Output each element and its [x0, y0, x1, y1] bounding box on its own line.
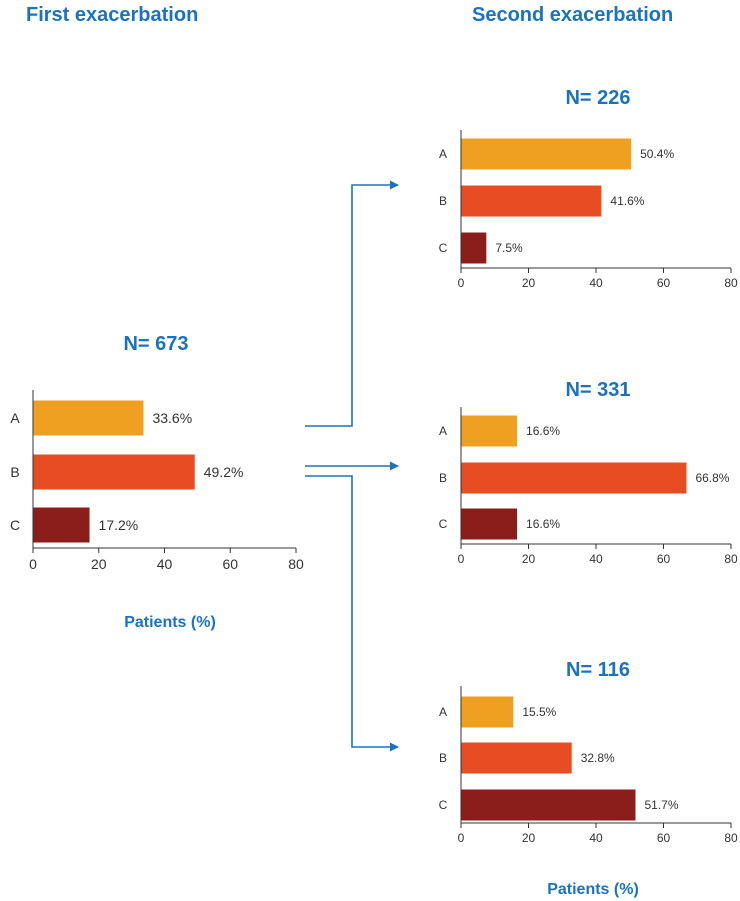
x-tick-label: 80: [288, 556, 304, 572]
bar-b: [461, 462, 687, 494]
bar-a: [461, 138, 632, 170]
data-label: 32.8%: [581, 751, 615, 765]
category-label: A: [439, 424, 447, 438]
first-exacerbation-heading: First exacerbation: [26, 4, 199, 26]
category-label: C: [439, 798, 448, 812]
x-tick-label: 20: [91, 556, 107, 572]
flow-arrow-1: [305, 180, 399, 427]
data-label: 7.5%: [495, 241, 523, 255]
bar-a: [461, 415, 518, 447]
x-tick-label: 40: [589, 276, 603, 290]
second-exacerbation-heading: Second exacerbation: [472, 4, 674, 26]
x-tick-label: 80: [724, 552, 738, 566]
bar-a: [33, 400, 144, 436]
x-tick-label: 0: [458, 831, 465, 845]
category-label: A: [439, 147, 447, 161]
bar-c: [461, 789, 636, 821]
category-label: A: [439, 705, 447, 719]
data-label: 15.5%: [522, 705, 556, 719]
bar-b: [461, 742, 572, 774]
chart-title: N= 226: [565, 87, 630, 109]
data-label: 41.6%: [610, 194, 644, 208]
data-label: 49.2%: [204, 464, 244, 480]
x-tick-label: 20: [522, 831, 536, 845]
chart-title: N= 331: [565, 379, 630, 401]
x-tick-label: 20: [522, 276, 536, 290]
bar-c: [461, 508, 518, 540]
data-label: 51.7%: [644, 798, 678, 812]
x-tick-label: 20: [522, 552, 536, 566]
data-label: 17.2%: [99, 517, 139, 533]
chart-title: N= 116: [566, 659, 630, 681]
x-axis-label: Patients (%): [547, 881, 639, 898]
bar-c: [461, 232, 487, 264]
category-label: C: [439, 517, 448, 531]
x-tick-label: 60: [657, 831, 671, 845]
category-label: A: [10, 410, 20, 426]
chart-panel-first: N= 673 A 33.6% B 49.2% C 17.2% 0 20 40 60 80 Patient…: [10, 333, 304, 631]
category-label: B: [439, 471, 447, 485]
chart-panel-second-C: N= 116 A 15.5% B 32.8% C 51.7% 0 20 40 60 80 Patient…: [439, 659, 738, 898]
x-tick-label: 0: [458, 552, 465, 566]
bar-b: [461, 185, 602, 217]
x-tick-label: 80: [724, 276, 738, 290]
bar-a: [461, 696, 514, 728]
flow-arrow-3: [305, 475, 399, 752]
x-tick-label: 40: [157, 556, 173, 572]
x-tick-label: 40: [589, 552, 603, 566]
category-label: C: [439, 241, 448, 255]
category-label: B: [439, 751, 447, 765]
x-tick-label: 60: [657, 552, 671, 566]
chart-panel-second-B: N= 331 A 16.6% B 66.8% C 16.6% 0 20 40 60 80: [439, 379, 738, 566]
x-tick-label: 80: [724, 831, 738, 845]
data-label: 33.6%: [152, 410, 192, 426]
bar-b: [33, 454, 195, 490]
x-tick-label: 60: [657, 276, 671, 290]
bar-c: [33, 507, 90, 543]
category-label: C: [10, 517, 20, 533]
data-label: 50.4%: [640, 147, 674, 161]
x-tick-label: 0: [458, 276, 465, 290]
category-label: B: [439, 194, 447, 208]
flow-connectors: [305, 180, 399, 752]
data-label: 16.6%: [526, 424, 560, 438]
x-tick-label: 40: [589, 831, 603, 845]
data-label: 16.6%: [526, 517, 560, 531]
category-label: B: [10, 464, 19, 480]
x-axis-label: Patients (%): [124, 614, 216, 631]
chart-panels: N= 673 A 33.6% B 49.2% C 17.2% 0 20 40 60 80 Patient…: [10, 87, 738, 898]
chart-panel-second-A: N= 226 A 50.4% B 41.6% C 7.5% 0 20 40 60 80: [439, 87, 738, 290]
data-label: 66.8%: [695, 471, 729, 485]
chart-title: N= 673: [123, 333, 188, 355]
x-tick-label: 0: [29, 556, 37, 572]
x-tick-label: 60: [222, 556, 238, 572]
